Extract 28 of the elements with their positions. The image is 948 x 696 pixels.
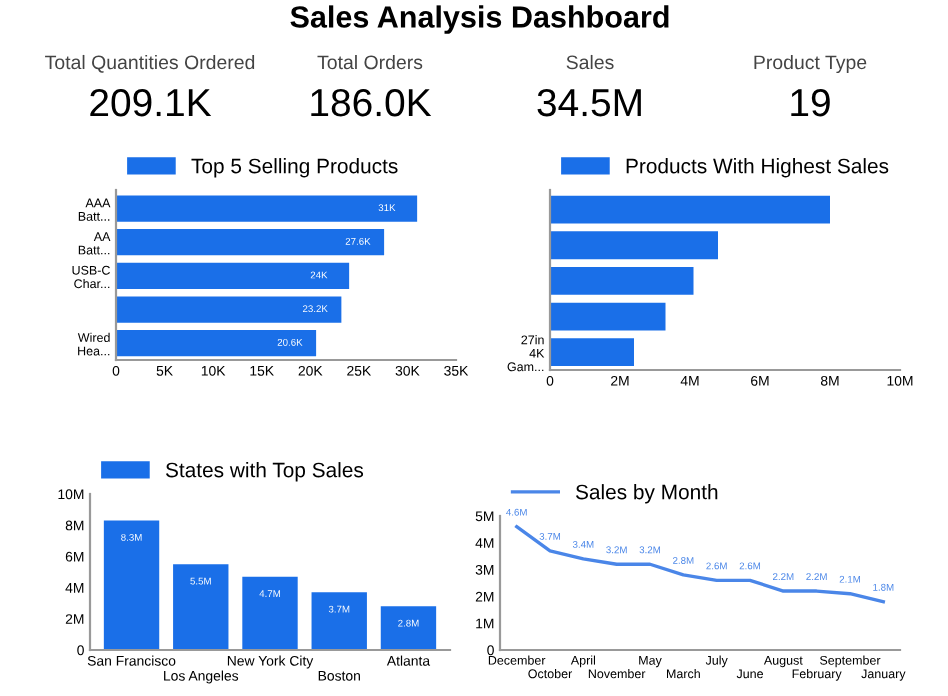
- text: Sales Analysis Dashboard: [290, 5, 669, 34]
- text: 19: [791, 88, 830, 117]
- bar: [116, 296, 342, 323]
- bar: [550, 266, 694, 295]
- bar: [550, 338, 634, 367]
- text: Sales: [566, 54, 614, 70]
- bar: [116, 262, 350, 289]
- text: Total Orders: [317, 54, 423, 70]
- bar: [550, 195, 830, 224]
- bar: [173, 564, 229, 650]
- text: 34.5M: [537, 88, 641, 117]
- legend-label: States with Top Sales: [165, 462, 364, 482]
- bar: [116, 195, 418, 222]
- bar: [550, 231, 718, 260]
- bar: [550, 302, 666, 331]
- text: 186.0K: [311, 88, 432, 117]
- legend-label: Products With Highest Sales: [626, 158, 889, 178]
- text: Product Type: [754, 54, 867, 74]
- text: 209.1K: [90, 88, 212, 117]
- bar: [311, 592, 367, 650]
- bar: [380, 606, 437, 650]
- bar: [116, 330, 317, 357]
- bar: [242, 576, 298, 650]
- bar: [103, 520, 160, 650]
- bar: [116, 229, 385, 256]
- text: Total Quantities Ordered: [45, 54, 255, 73]
- legend-label: Top 5 Selling Products: [191, 158, 398, 178]
- legend-label: Sales by Month: [575, 484, 718, 504]
